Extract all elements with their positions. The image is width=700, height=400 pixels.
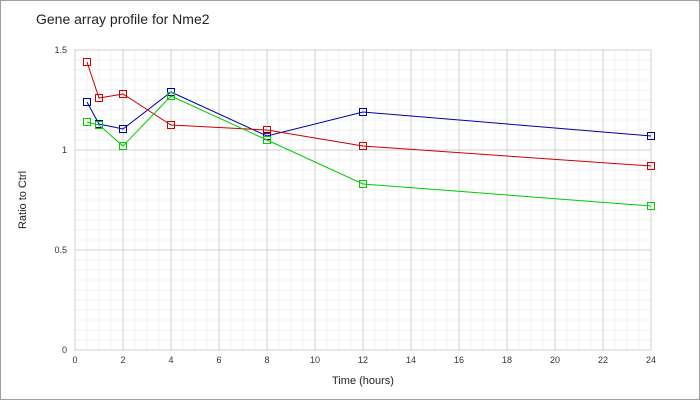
x-tick-label: 20 (550, 355, 560, 365)
data-point (119, 125, 127, 133)
data-point (95, 121, 103, 129)
x-axis-label: Time (hours) (332, 375, 394, 387)
data-point (119, 90, 127, 98)
data-point (167, 121, 175, 129)
data-point (359, 180, 367, 188)
data-point (167, 92, 175, 100)
x-tick-label: 18 (502, 355, 512, 365)
series-2 (83, 58, 655, 170)
data-point (83, 98, 91, 106)
y-tick-label: 1 (62, 145, 67, 155)
x-tick-label: 8 (264, 355, 269, 365)
data-point (83, 58, 91, 66)
x-tick-label: 12 (358, 355, 368, 365)
major-grid (74, 49, 652, 351)
data-point (263, 126, 271, 134)
x-tick-label: 16 (454, 355, 464, 365)
y-tick-label: 0.5 (54, 245, 67, 255)
data-point (95, 94, 103, 102)
y-tick-label: 1.5 (54, 45, 67, 55)
x-tick-label: 2 (120, 355, 125, 365)
y-axis-label: Ratio to Ctrl (17, 171, 29, 229)
data-point (83, 118, 91, 126)
series-3 (83, 92, 655, 210)
x-tick-label: 6 (216, 355, 221, 365)
data-point (359, 108, 367, 116)
x-tick-label: 24 (646, 355, 656, 365)
x-axis: 0 2 4 6 8 10 12 14 16 18 20 22 24 (72, 355, 656, 365)
series-line (86, 95, 652, 207)
data-point (119, 142, 127, 150)
y-tick-label: 0 (62, 345, 67, 355)
chart-title: Gene array profile for Nme2 (36, 11, 210, 27)
x-tick-label: 14 (406, 355, 416, 365)
x-tick-label: 10 (310, 355, 320, 365)
x-tick-label: 4 (168, 355, 173, 365)
data-point (263, 136, 271, 144)
data-point (647, 202, 655, 210)
data-point (647, 162, 655, 170)
series-line (86, 61, 652, 167)
x-tick-label: 0 (72, 355, 77, 365)
x-tick-label: 22 (598, 355, 608, 365)
series-layer (83, 58, 655, 210)
data-point (359, 142, 367, 150)
data-point (647, 132, 655, 140)
y-axis: 0 0.5 1 1.5 (54, 45, 67, 355)
